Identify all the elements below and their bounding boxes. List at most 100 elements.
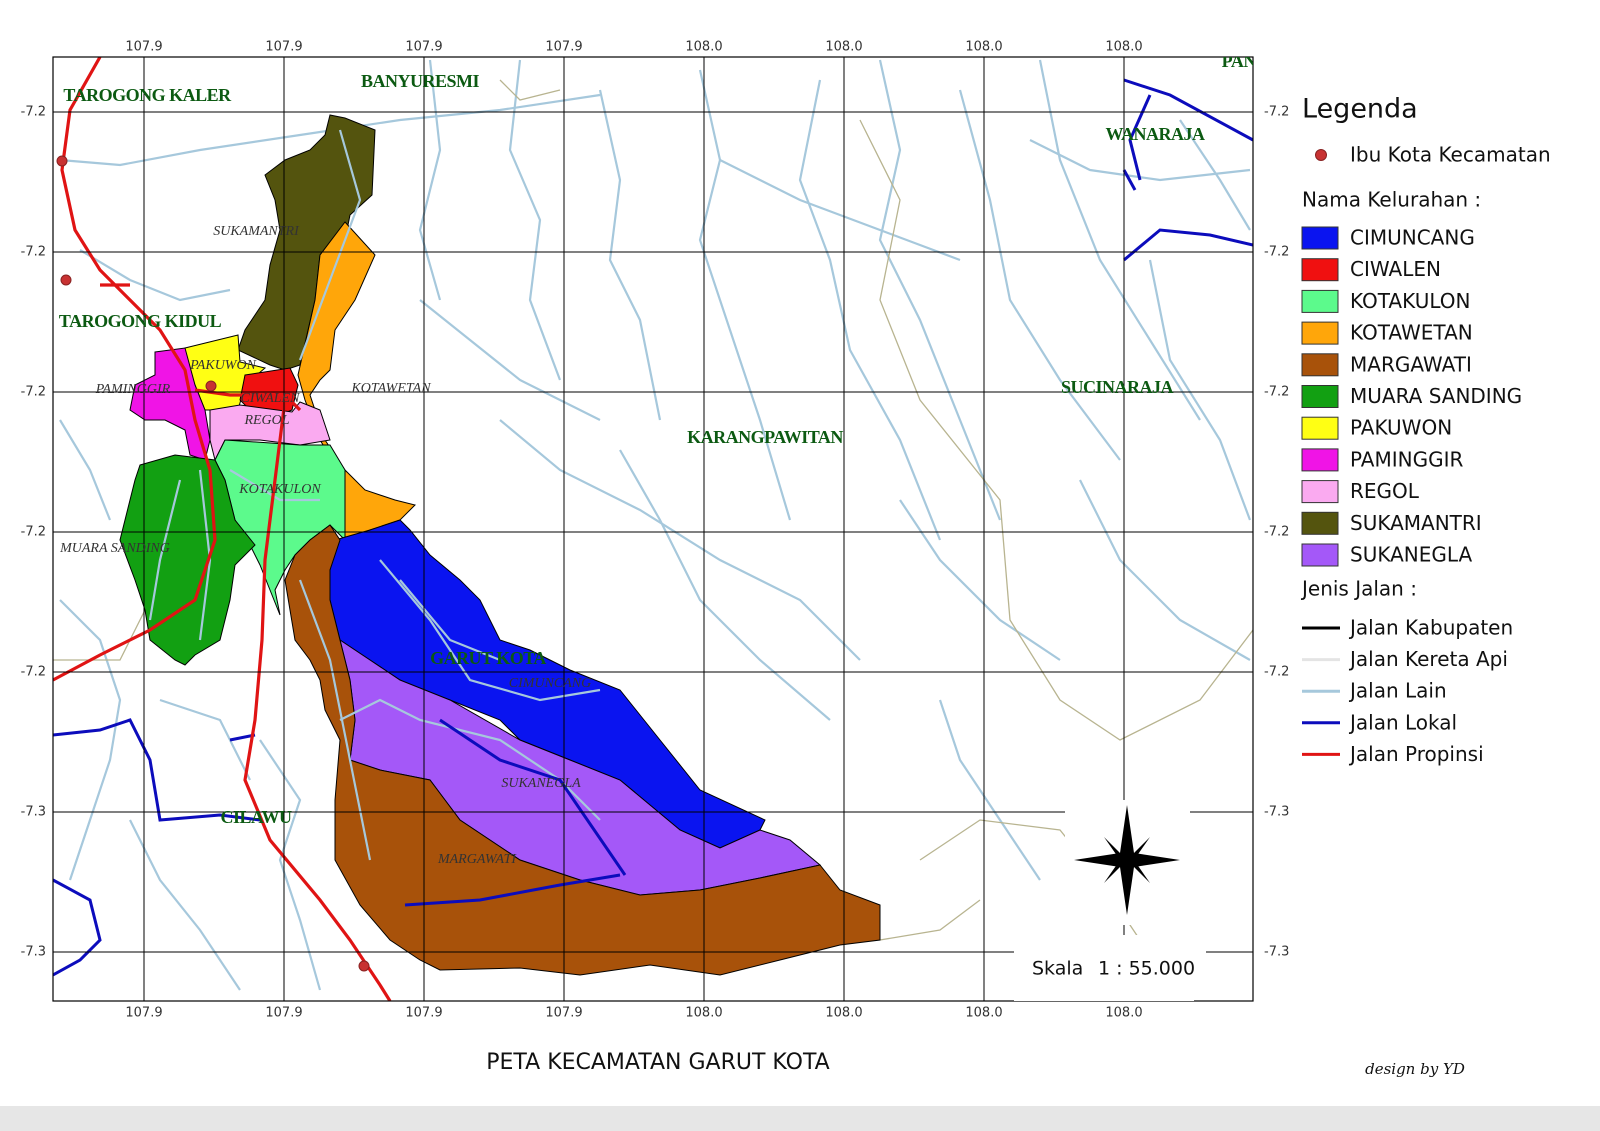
legend-swatch: [1301, 448, 1339, 472]
district-label: SUCINARAJA: [1061, 377, 1174, 397]
boundary-line: [53, 599, 151, 661]
other-road: [958, 89, 1121, 461]
other-road: [878, 59, 1002, 521]
other-road: [229, 469, 320, 502]
left-tick-label: -7.2: [21, 525, 46, 540]
other-road: [418, 59, 442, 301]
scale-value: 1 : 55.000: [1098, 958, 1195, 980]
scale-box: [1016, 940, 1206, 990]
other-road: [298, 129, 362, 361]
top-tick-label: 107.9: [265, 40, 302, 55]
village-label: KOTAKULON: [238, 482, 321, 497]
legend-village: PAMINGGIR: [1350, 447, 1463, 471]
legend-road: Jalan Lokal: [1348, 710, 1457, 734]
district-capital: [358, 960, 370, 972]
district-label: KARANGPAWITAN: [687, 427, 843, 447]
other-road: [508, 59, 562, 381]
other-road: [698, 69, 792, 521]
right-tick-label: -7.2: [1264, 665, 1289, 680]
village-label: PAMINGGIR: [95, 382, 171, 397]
top-tick-label: 108.0: [1105, 40, 1142, 55]
provincial-road: [53, 57, 217, 682]
legend-swatch: [1301, 321, 1339, 345]
top-tick-label: 108.0: [685, 40, 722, 55]
top-tick-label: 108.0: [825, 40, 862, 55]
map-content: [53, 57, 1253, 1001]
legend-road: Jalan Propinsi: [1348, 742, 1484, 766]
bottom-tick-label: 108.0: [1105, 1006, 1142, 1021]
legend-road: Jalan Kereta Api: [1348, 647, 1508, 671]
district-label: WANARAJA: [1106, 124, 1206, 144]
legend-road: Jalan Lain: [1348, 679, 1447, 703]
other-road: [619, 449, 831, 721]
other-road: [798, 79, 942, 541]
legend-swatch: [1301, 226, 1339, 250]
other-road: [148, 479, 182, 621]
district-capital: [205, 380, 217, 392]
right-tick-label: -7.3: [1264, 945, 1289, 960]
legend-swatch: [1301, 385, 1339, 408]
bottom-strip: [0, 1106, 1600, 1131]
other-road: [79, 249, 231, 302]
other-road: [598, 89, 662, 421]
map-labels: TAROGONG KALER BANYURESMI PANU WANARAJA TARO…: [59, 57, 1253, 867]
bottom-tick-label: 108.0: [685, 1006, 722, 1021]
other-road: [379, 559, 601, 702]
other-road: [159, 698, 251, 781]
right-tick-label: -7.2: [1264, 105, 1289, 120]
other-road: [1079, 479, 1251, 661]
left-tick-label: -7.3: [21, 945, 46, 960]
other-road: [298, 579, 372, 861]
district-label: TAROGONG KALER: [63, 85, 232, 105]
legend-swatch: [1301, 480, 1339, 504]
right-tick-label: -7.2: [1264, 525, 1289, 540]
other-road: [499, 419, 861, 661]
legend-village: KOTAWETAN: [1350, 321, 1473, 345]
right-tick-label: -7.3: [1264, 805, 1289, 820]
legend-village: SUKAMANTRI: [1350, 511, 1482, 535]
local-road: [1128, 94, 1152, 181]
village-label: CIWALEN: [241, 391, 301, 406]
other-road: [938, 699, 1041, 881]
village-area: [119, 454, 256, 666]
legend-capital-dot: [1315, 149, 1327, 161]
legend-swatch: [1301, 258, 1339, 282]
left-tick-label: -7.2: [21, 665, 46, 680]
district-capital: [60, 274, 72, 286]
village-label: SUKANEGLA: [501, 776, 581, 791]
local-road: [53, 718, 261, 822]
top-tick-label: 107.9: [545, 40, 582, 55]
legend-swatch: [1301, 511, 1339, 535]
other-road: [719, 159, 961, 262]
boundary-line: [879, 899, 981, 941]
bottom-tick-label: 107.9: [265, 1006, 302, 1021]
right-tick-label: -7.2: [1264, 385, 1289, 400]
village-label: SUKAMANTRI: [213, 224, 300, 239]
left-tick-label: -7.2: [21, 105, 46, 120]
district-label: TAROGONG KIDUL: [59, 311, 222, 331]
legend-capital: Ibu Kota Kecamatan: [1350, 143, 1551, 167]
left-tick-label: -7.2: [21, 385, 46, 400]
map-title: PETA KECAMATAN GARUT KOTA: [486, 1050, 829, 1075]
other-road: [1038, 59, 1201, 421]
legend-swatch: [1301, 543, 1339, 567]
other-road: [59, 419, 112, 521]
compass-rose: [1104, 837, 1150, 883]
other-road: [1148, 259, 1252, 521]
village-label: PAKUWON: [189, 358, 257, 373]
credit: design by YD: [1365, 1060, 1465, 1078]
legend-roads-heading: Jenis Jalan :: [1300, 577, 1417, 601]
bottom-tick-label: 108.0: [825, 1006, 862, 1021]
legend-title: Legenda: [1302, 94, 1418, 125]
district-label: CILAWU: [220, 807, 292, 827]
boundary-line: [859, 119, 1253, 741]
provincial-road: [243, 399, 392, 1001]
right-tick-label: -7.2: [1264, 245, 1289, 260]
legend-village: SUKANEGLA: [1350, 543, 1472, 567]
legend-village: PAKUWON: [1350, 416, 1452, 440]
legend-village: MUARA SANDING: [1350, 384, 1522, 408]
other-road: [259, 739, 322, 991]
other-road: [59, 93, 601, 167]
